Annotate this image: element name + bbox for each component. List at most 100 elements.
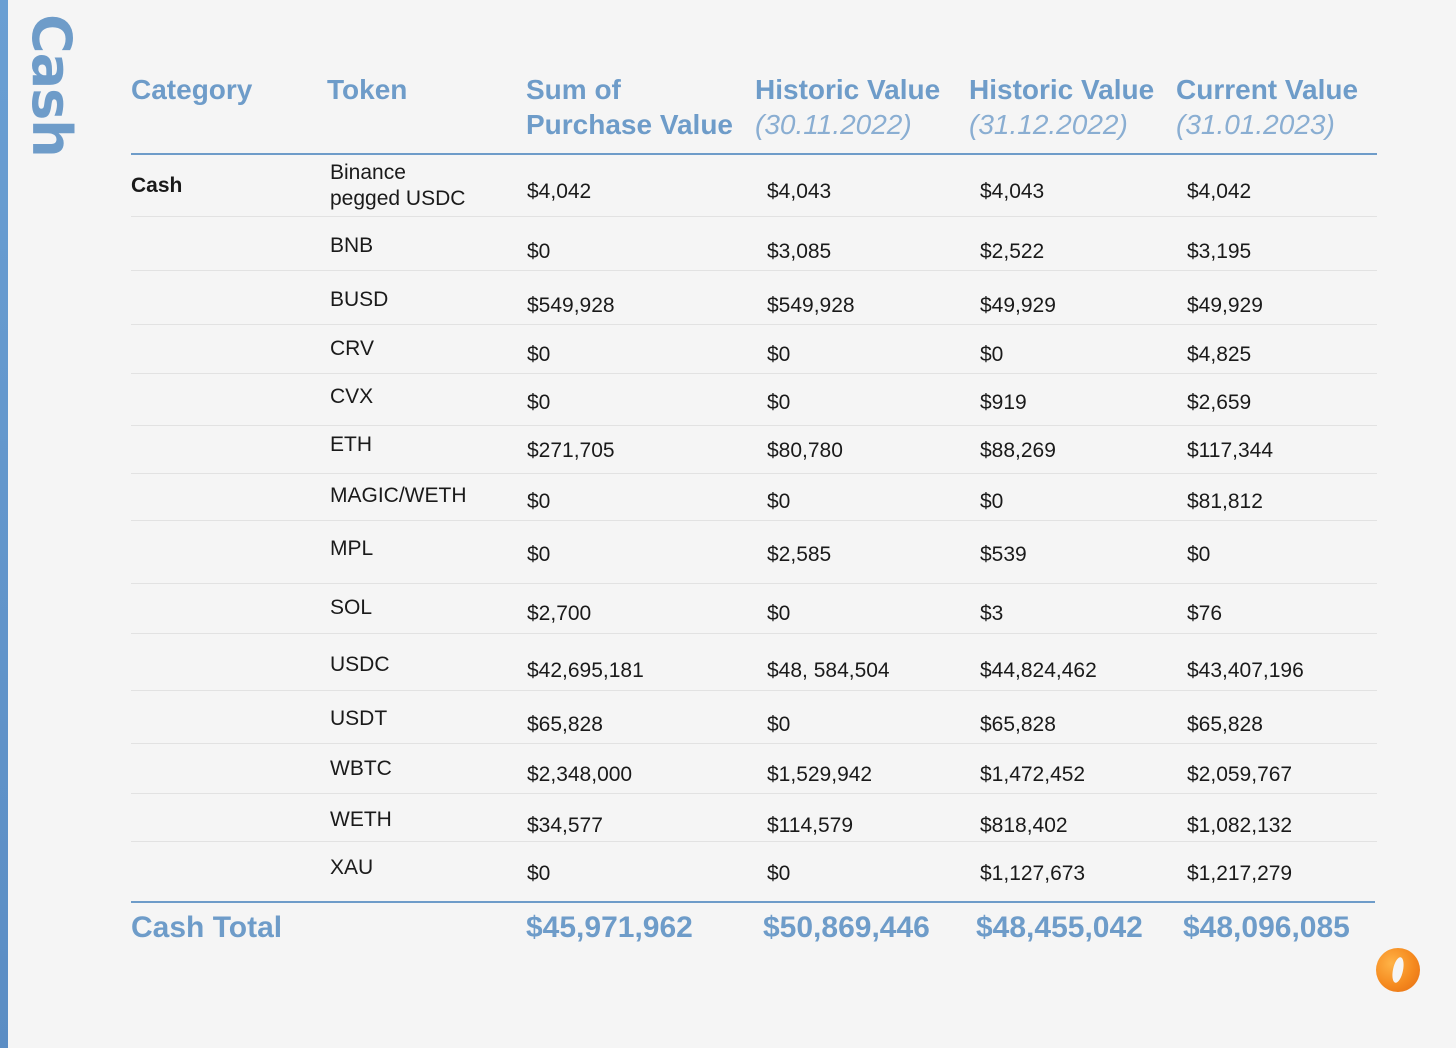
- historic-nov-cell: $4,043: [767, 180, 832, 203]
- historic-nov-cell: $3,085: [767, 240, 832, 263]
- current-value-cell: $81,812: [1187, 490, 1263, 513]
- historic-nov-cell: $0: [767, 490, 791, 513]
- header-token-label: Token: [327, 74, 408, 105]
- current-value-cell: $43,407,196: [1187, 659, 1304, 682]
- token-cell: USDC: [330, 653, 390, 676]
- historic-dec-cell: $65,828: [980, 713, 1056, 736]
- historic-nov-cell: $2,585: [767, 543, 832, 566]
- purchase-value-cell: $65,828: [527, 713, 603, 736]
- historic-dec-cell: $1,472,452: [980, 763, 1086, 786]
- token-cell: BNB: [330, 234, 374, 257]
- total-purchase-value: $45,971,962: [526, 911, 693, 944]
- left-accent-bar: [0, 0, 8, 1048]
- header-category-label: Category: [131, 74, 253, 105]
- current-value-cell: $1,082,132: [1187, 814, 1293, 837]
- historic-nov-cell: $0: [767, 862, 791, 885]
- current-value-cell: $65,828: [1187, 713, 1263, 736]
- historic-dec-cell: $539: [980, 543, 1027, 566]
- purchase-value-cell: $549,928: [527, 294, 615, 317]
- token-cell: WBTC: [330, 757, 392, 780]
- current-value-cell: $2,059,767: [1187, 763, 1293, 786]
- purchase-value-cell: $0: [527, 240, 551, 263]
- row-divider: [131, 583, 1377, 584]
- token-cell: XAU: [330, 856, 374, 879]
- token-cell: WETH: [330, 808, 392, 831]
- token-cell: MPL: [330, 537, 374, 560]
- side-section-title: Cash: [20, 14, 83, 157]
- historic-dec-cell: $3: [980, 602, 1004, 625]
- row-divider: [131, 793, 1377, 794]
- purchase-value-cell: $4,042: [527, 180, 592, 203]
- purchase-value-cell: $0: [527, 391, 551, 414]
- historic-nov-cell: $0: [767, 343, 791, 366]
- header-historic-dec-label: Historic Value: [969, 74, 1155, 105]
- historic-dec-cell: $1,127,673: [980, 862, 1086, 885]
- header-token: Token: [327, 72, 407, 107]
- token-cell: Binance pegged USDC: [330, 160, 465, 212]
- header-current-value-date: (31.01.2023): [1176, 109, 1335, 140]
- purchase-value-cell: $2,348,000: [527, 763, 633, 786]
- historic-nov-cell: $549,928: [767, 294, 855, 317]
- header-purchase-value-line2: Purchase Value: [526, 109, 734, 140]
- header-historic-nov-label: Historic Value: [755, 74, 941, 105]
- row-divider: [131, 373, 1377, 374]
- current-value-cell: $1,217,279: [1187, 862, 1293, 885]
- current-value-cell: $0: [1187, 543, 1211, 566]
- historic-dec-cell: $0: [980, 490, 1004, 513]
- token-cell: USDT: [330, 707, 388, 730]
- orange-circle-logo-icon: [1376, 948, 1420, 992]
- header-purchase-value-line1: Sum of: [526, 74, 621, 105]
- header-divider: [131, 153, 1377, 155]
- row-divider: [131, 425, 1377, 426]
- purchase-value-cell: $2,700: [527, 602, 592, 625]
- token-cell-line2: pegged USDC: [330, 187, 466, 210]
- current-value-cell: $117,344: [1187, 439, 1274, 462]
- header-historic-nov: Historic Value (30.11.2022): [755, 72, 940, 142]
- row-divider: [131, 270, 1377, 271]
- row-divider: [131, 743, 1377, 744]
- token-cell: CVX: [330, 385, 374, 408]
- current-value-cell: $4,042: [1187, 180, 1252, 203]
- header-current-value-label: Current Value: [1176, 74, 1359, 105]
- purchase-value-cell: $34,577: [527, 814, 603, 837]
- row-divider: [131, 633, 1377, 634]
- historic-dec-cell: $818,402: [980, 814, 1068, 837]
- historic-nov-cell: $0: [767, 713, 791, 736]
- header-category: Category: [131, 72, 252, 107]
- purchase-value-cell: $42,695,181: [527, 659, 644, 682]
- total-historic-nov: $50,869,446: [763, 911, 930, 944]
- header-historic-dec-date: (31.12.2022): [969, 109, 1128, 140]
- row-divider: [131, 690, 1377, 691]
- purchase-value-cell: $0: [527, 490, 551, 513]
- token-cell: CRV: [330, 337, 374, 360]
- row-divider: [131, 473, 1377, 474]
- header-historic-dec: Historic Value (31.12.2022): [969, 72, 1154, 142]
- historic-dec-cell: $49,929: [980, 294, 1056, 317]
- current-value-cell: $2,659: [1187, 391, 1252, 414]
- token-cell-line1: Binance: [330, 161, 406, 184]
- historic-dec-cell: $88,269: [980, 439, 1056, 462]
- historic-nov-cell: $0: [767, 602, 791, 625]
- total-current-value: $48,096,085: [1183, 911, 1350, 944]
- current-value-cell: $76: [1187, 602, 1223, 625]
- header-purchase-value: Sum of Purchase Value: [526, 72, 733, 142]
- row-divider: [131, 520, 1377, 521]
- token-cell: ETH: [330, 433, 372, 456]
- current-value-cell: $3,195: [1187, 240, 1252, 263]
- row-divider: [131, 841, 1377, 842]
- header-current-value: Current Value (31.01.2023): [1176, 72, 1358, 142]
- historic-dec-cell: $4,043: [980, 180, 1045, 203]
- historic-dec-cell: $2,522: [980, 240, 1045, 263]
- purchase-value-cell: $0: [527, 343, 551, 366]
- total-divider: [131, 901, 1375, 903]
- historic-nov-cell: $0: [767, 391, 791, 414]
- token-cell: MAGIC/WETH: [330, 484, 467, 507]
- purchase-value-cell: $0: [527, 862, 551, 885]
- total-historic-dec: $48,455,042: [976, 911, 1143, 944]
- current-value-cell: $4,825: [1187, 343, 1252, 366]
- total-label: Cash Total: [131, 911, 283, 944]
- historic-dec-cell: $919: [980, 391, 1027, 414]
- current-value-cell: $49,929: [1187, 294, 1263, 317]
- historic-nov-cell: $80,780: [767, 439, 843, 462]
- category-cell: Cash: [131, 174, 183, 197]
